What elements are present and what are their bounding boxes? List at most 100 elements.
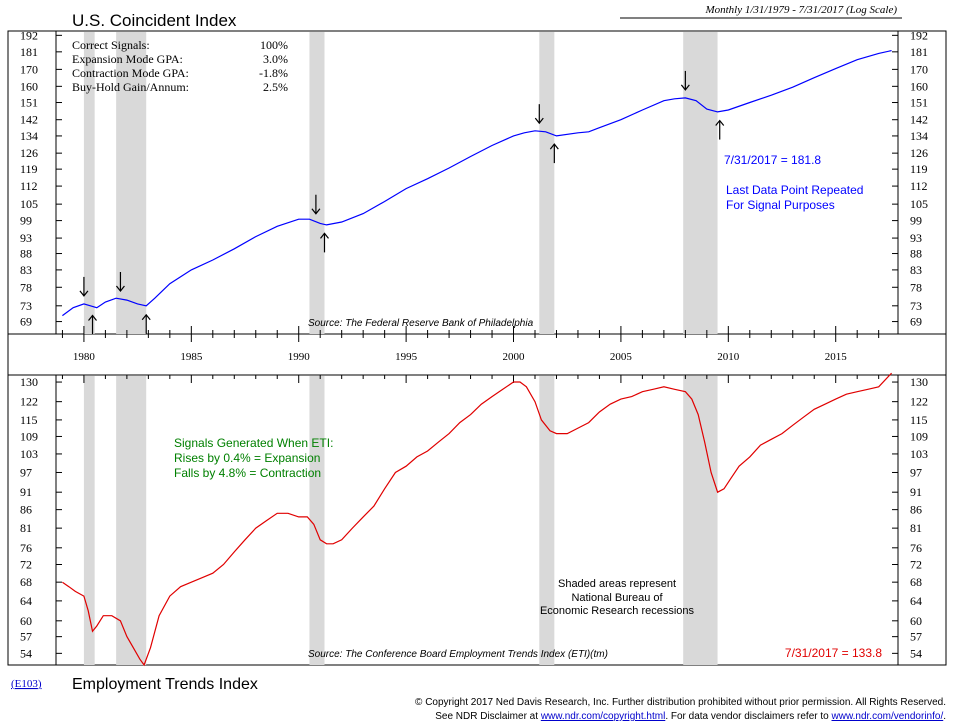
recession-band: [83, 376, 95, 665]
coincident-tick-label-left: 170: [20, 62, 38, 76]
recession-band: [309, 32, 325, 334]
recession-band: [539, 376, 555, 665]
eti-tick-label-left: 109: [20, 429, 38, 443]
recession-band: [116, 376, 147, 665]
disclaimer-prefix: See NDR Disclaimer at: [435, 711, 541, 722]
coincident-last-value: 7/31/2017 = 181.8: [724, 153, 821, 167]
recession-band: [83, 32, 95, 334]
eti-tick-label-left: 122: [20, 395, 38, 409]
coincident-tick-label-left: 142: [20, 113, 38, 127]
coincident-tick-label-right: 142: [910, 113, 928, 127]
coincident-series: [62, 50, 892, 317]
year-axis: 1980 1985 1990 1995 2000 2005 2010 2015: [61, 326, 880, 383]
eti-tick-label-right: 60: [910, 614, 922, 628]
eti-y-axis: 54 54 57 57 60 60 64 64 68 68 72 72 76 76 81 81 86 86 91 91…: [20, 375, 928, 660]
recession-band: [309, 376, 325, 665]
coincident-tick-label-right: 170: [910, 62, 928, 76]
buy-signal-arrow: [88, 314, 97, 335]
vendor-info-link[interactable]: www.ndr.com/vendorinfo/: [831, 711, 944, 722]
coincident-tick-label-right: 192: [910, 28, 928, 42]
coincident-tick-label-right: 134: [910, 129, 928, 143]
coincident-tick-label-right: 181: [910, 45, 928, 59]
buy-signal-arrow: [549, 143, 559, 164]
sell-signal-arrow: [115, 271, 125, 292]
eti-tick-label-right: 109: [910, 429, 928, 443]
stat-label-correct-signals: Correct Signals:: [72, 38, 150, 52]
year-label: 2005: [610, 351, 633, 363]
eti-tick-label-right: 103: [910, 447, 928, 461]
stat-value-contraction-gpa: -1.8%: [259, 66, 288, 80]
chart-subtitle: Monthly 1/31/1979 - 7/31/2017 (Log Scale…: [704, 4, 897, 16]
recession-band: [683, 32, 718, 334]
coincident-tick-label-left: 119: [20, 162, 38, 176]
recession-band: [116, 32, 147, 334]
eti-source: Source: The Conference Board Employment …: [308, 649, 608, 660]
eti-tick-label-left: 91: [20, 485, 32, 499]
coincident-tick-label-left: 73: [20, 299, 32, 313]
eti-tick-label-left: 60: [20, 614, 32, 628]
year-label: 1995: [395, 351, 418, 363]
sell-signal-arrow: [680, 70, 690, 91]
coincident-note-line2: For Signal Purposes: [726, 198, 835, 212]
coincident-tick-label-left: 69: [20, 315, 32, 329]
chart-title: U.S. Coincident Index: [72, 11, 237, 30]
coincident-tick-label-left: 83: [20, 263, 32, 277]
recession-band: [683, 376, 718, 665]
coincident-tick-label-left: 99: [20, 214, 32, 228]
coincident-source: Source: The Federal Reserve Bank of Phil…: [308, 318, 534, 329]
coincident-tick-label-left: 93: [20, 231, 32, 245]
stat-label-contraction-gpa: Contraction Mode GPA:: [72, 66, 189, 80]
chart-code[interactable]: (E103): [11, 678, 42, 690]
eti-tick-label-right: 64: [910, 594, 922, 608]
bottom-panel-frame: [7, 374, 947, 666]
coincident-tick-label-right: 151: [910, 96, 928, 110]
coincident-y-axis: 69 69 73 73 78 78 83 83 88 88 93 93 99 99 105 105 112 112…: [20, 28, 928, 328]
buy-signal-arrow: [320, 232, 329, 253]
eti-tick-label-left: 54: [20, 646, 32, 660]
eti-tick-label-right: 97: [910, 465, 922, 479]
copyright-link[interactable]: www.ndr.com/copyright.html: [540, 711, 666, 722]
eti-series: [62, 372, 893, 667]
coincident-note-line1: Last Data Point Repeated: [726, 183, 863, 197]
copyright-line: © Copyright 2017 Ned Davis Research, Inc…: [415, 697, 946, 708]
eti-tick-label-left: 86: [20, 503, 32, 517]
year-label: 1990: [288, 351, 311, 363]
coincident-tick-label-left: 192: [20, 28, 38, 42]
coincident-tick-label-left: 151: [20, 96, 38, 110]
stat-value-correct-signals: 100%: [260, 38, 288, 52]
eti-tick-label-right: 86: [910, 503, 922, 517]
year-label: 2000: [503, 351, 526, 363]
eti-tick-label-right: 122: [910, 395, 928, 409]
stat-value-buy-hold: 2.5%: [263, 80, 288, 94]
eti-tick-label-left: 97: [20, 465, 32, 479]
eti-tick-label-right: 91: [910, 485, 922, 499]
coincident-tick-label-left: 112: [20, 179, 38, 193]
year-label: 2015: [825, 351, 848, 363]
disclaimer-mid: . For data vendor disclaimers refer to: [665, 711, 831, 722]
coincident-tick-label-left: 126: [20, 146, 38, 160]
coincident-tick-label-right: 126: [910, 146, 928, 160]
coincident-tick-label-left: 88: [20, 247, 32, 261]
sell-signal-arrow: [79, 276, 89, 297]
coincident-tick-label-right: 105: [910, 197, 928, 211]
coincident-tick-label-right: 83: [910, 263, 922, 277]
coincident-tick-label-left: 160: [20, 79, 38, 93]
eti-signal-note-line1: Signals Generated When ETI:: [174, 436, 333, 450]
coincident-line: [62, 50, 892, 317]
coincident-tick-label-left: 134: [20, 129, 38, 143]
buy-signal-arrow: [715, 119, 725, 140]
recession-shading: [83, 32, 718, 665]
eti-tick-label-left: 115: [20, 413, 38, 427]
coincident-tick-label-right: 78: [910, 280, 922, 294]
coincident-tick-label-left: 78: [20, 280, 32, 294]
signal-arrows: [79, 70, 725, 335]
disclaimer-suffix: .: [943, 711, 946, 722]
recession-note-line2: National Bureau of: [571, 592, 663, 604]
eti-tick-label-left: 57: [20, 630, 32, 644]
coincident-tick-label-right: 99: [910, 214, 922, 228]
eti-signal-note-line2: Rises by 0.4% = Expansion: [174, 451, 320, 465]
axis-band-frame: [7, 333, 947, 376]
coincident-tick-label-right: 93: [910, 231, 922, 245]
eti-tick-label-left: 64: [20, 594, 32, 608]
chart-code-text[interactable]: E103: [15, 678, 39, 690]
